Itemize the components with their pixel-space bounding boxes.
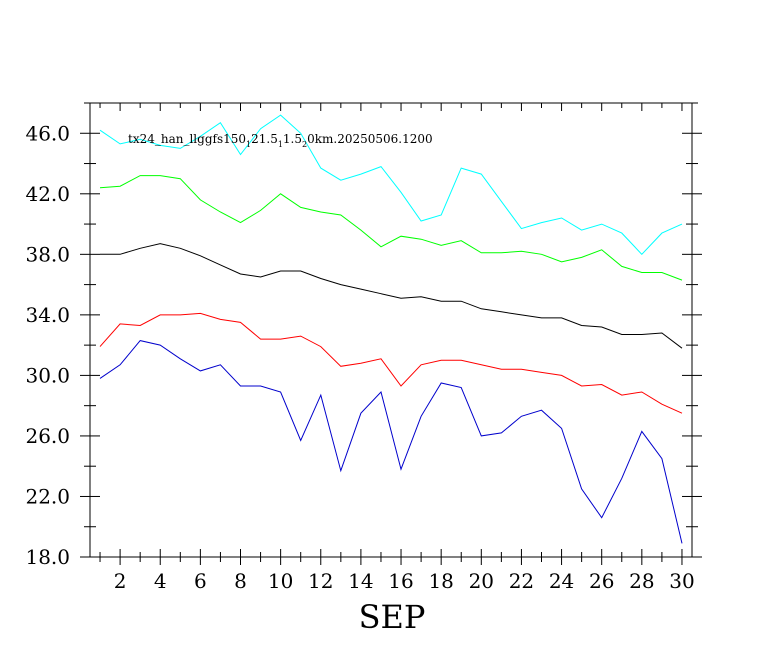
x-tick-label: 2: [114, 569, 127, 593]
y-tick-label: 38.0: [25, 242, 70, 266]
x-tick-label: 24: [549, 569, 574, 593]
series-line-5: [99, 340, 683, 544]
x-tick-label: 22: [509, 569, 534, 593]
plot-frame: [89, 102, 693, 558]
series-line-3: [100, 243, 683, 349]
title-sub-1: 1: [246, 140, 251, 149]
x-tick-label: 10: [268, 569, 293, 593]
y-tick-label: 34.0: [25, 303, 70, 327]
y-tick-label: 30.0: [25, 363, 70, 387]
y-tick-label: 18.0: [25, 545, 70, 569]
y-tick-label: 46.0: [25, 121, 70, 145]
x-tick-label: 26: [589, 569, 614, 593]
x-tick-label: 18: [428, 569, 453, 593]
y-tick-label: 26.0: [25, 424, 70, 448]
x-tick-label: 28: [629, 569, 654, 593]
x-tick-label: 6: [194, 569, 207, 593]
title-sub-2: 1: [278, 140, 283, 149]
x-tick-label: 8: [234, 569, 247, 593]
x-tick-label: 16: [388, 569, 413, 593]
labels-layer: 2 4 6 8 10 12 14 16 18 20 22 24 26 28 3018.022.026.030…: [25, 121, 694, 593]
series-line-1: [99, 114, 683, 256]
x-axis-label: SEP: [359, 598, 426, 636]
chart-title: tx24_han_llggfs150121.511.520km.20250506…: [128, 132, 433, 149]
x-tick-label: 30: [669, 569, 694, 593]
title-part-c: 1.5: [283, 132, 302, 146]
ticks-layer: [80, 102, 702, 565]
title-part-d: 0km.20250506.1200: [307, 132, 433, 146]
y-tick-label: 22.0: [25, 484, 70, 508]
y-tick-label: 42.0: [25, 182, 70, 206]
title-part-a: tx24_han_llggfs150: [128, 132, 246, 146]
x-tick-label: 20: [469, 569, 494, 593]
series-line-4: [99, 312, 683, 414]
series-layer: [99, 114, 683, 544]
x-tick-label: 14: [348, 569, 373, 593]
title-sub-3: 2: [302, 140, 307, 149]
x-tick-label: 12: [308, 569, 333, 593]
x-tick-label: 4: [154, 569, 167, 593]
title-part-b: 21.5: [251, 132, 278, 146]
series-line-2: [99, 175, 683, 281]
